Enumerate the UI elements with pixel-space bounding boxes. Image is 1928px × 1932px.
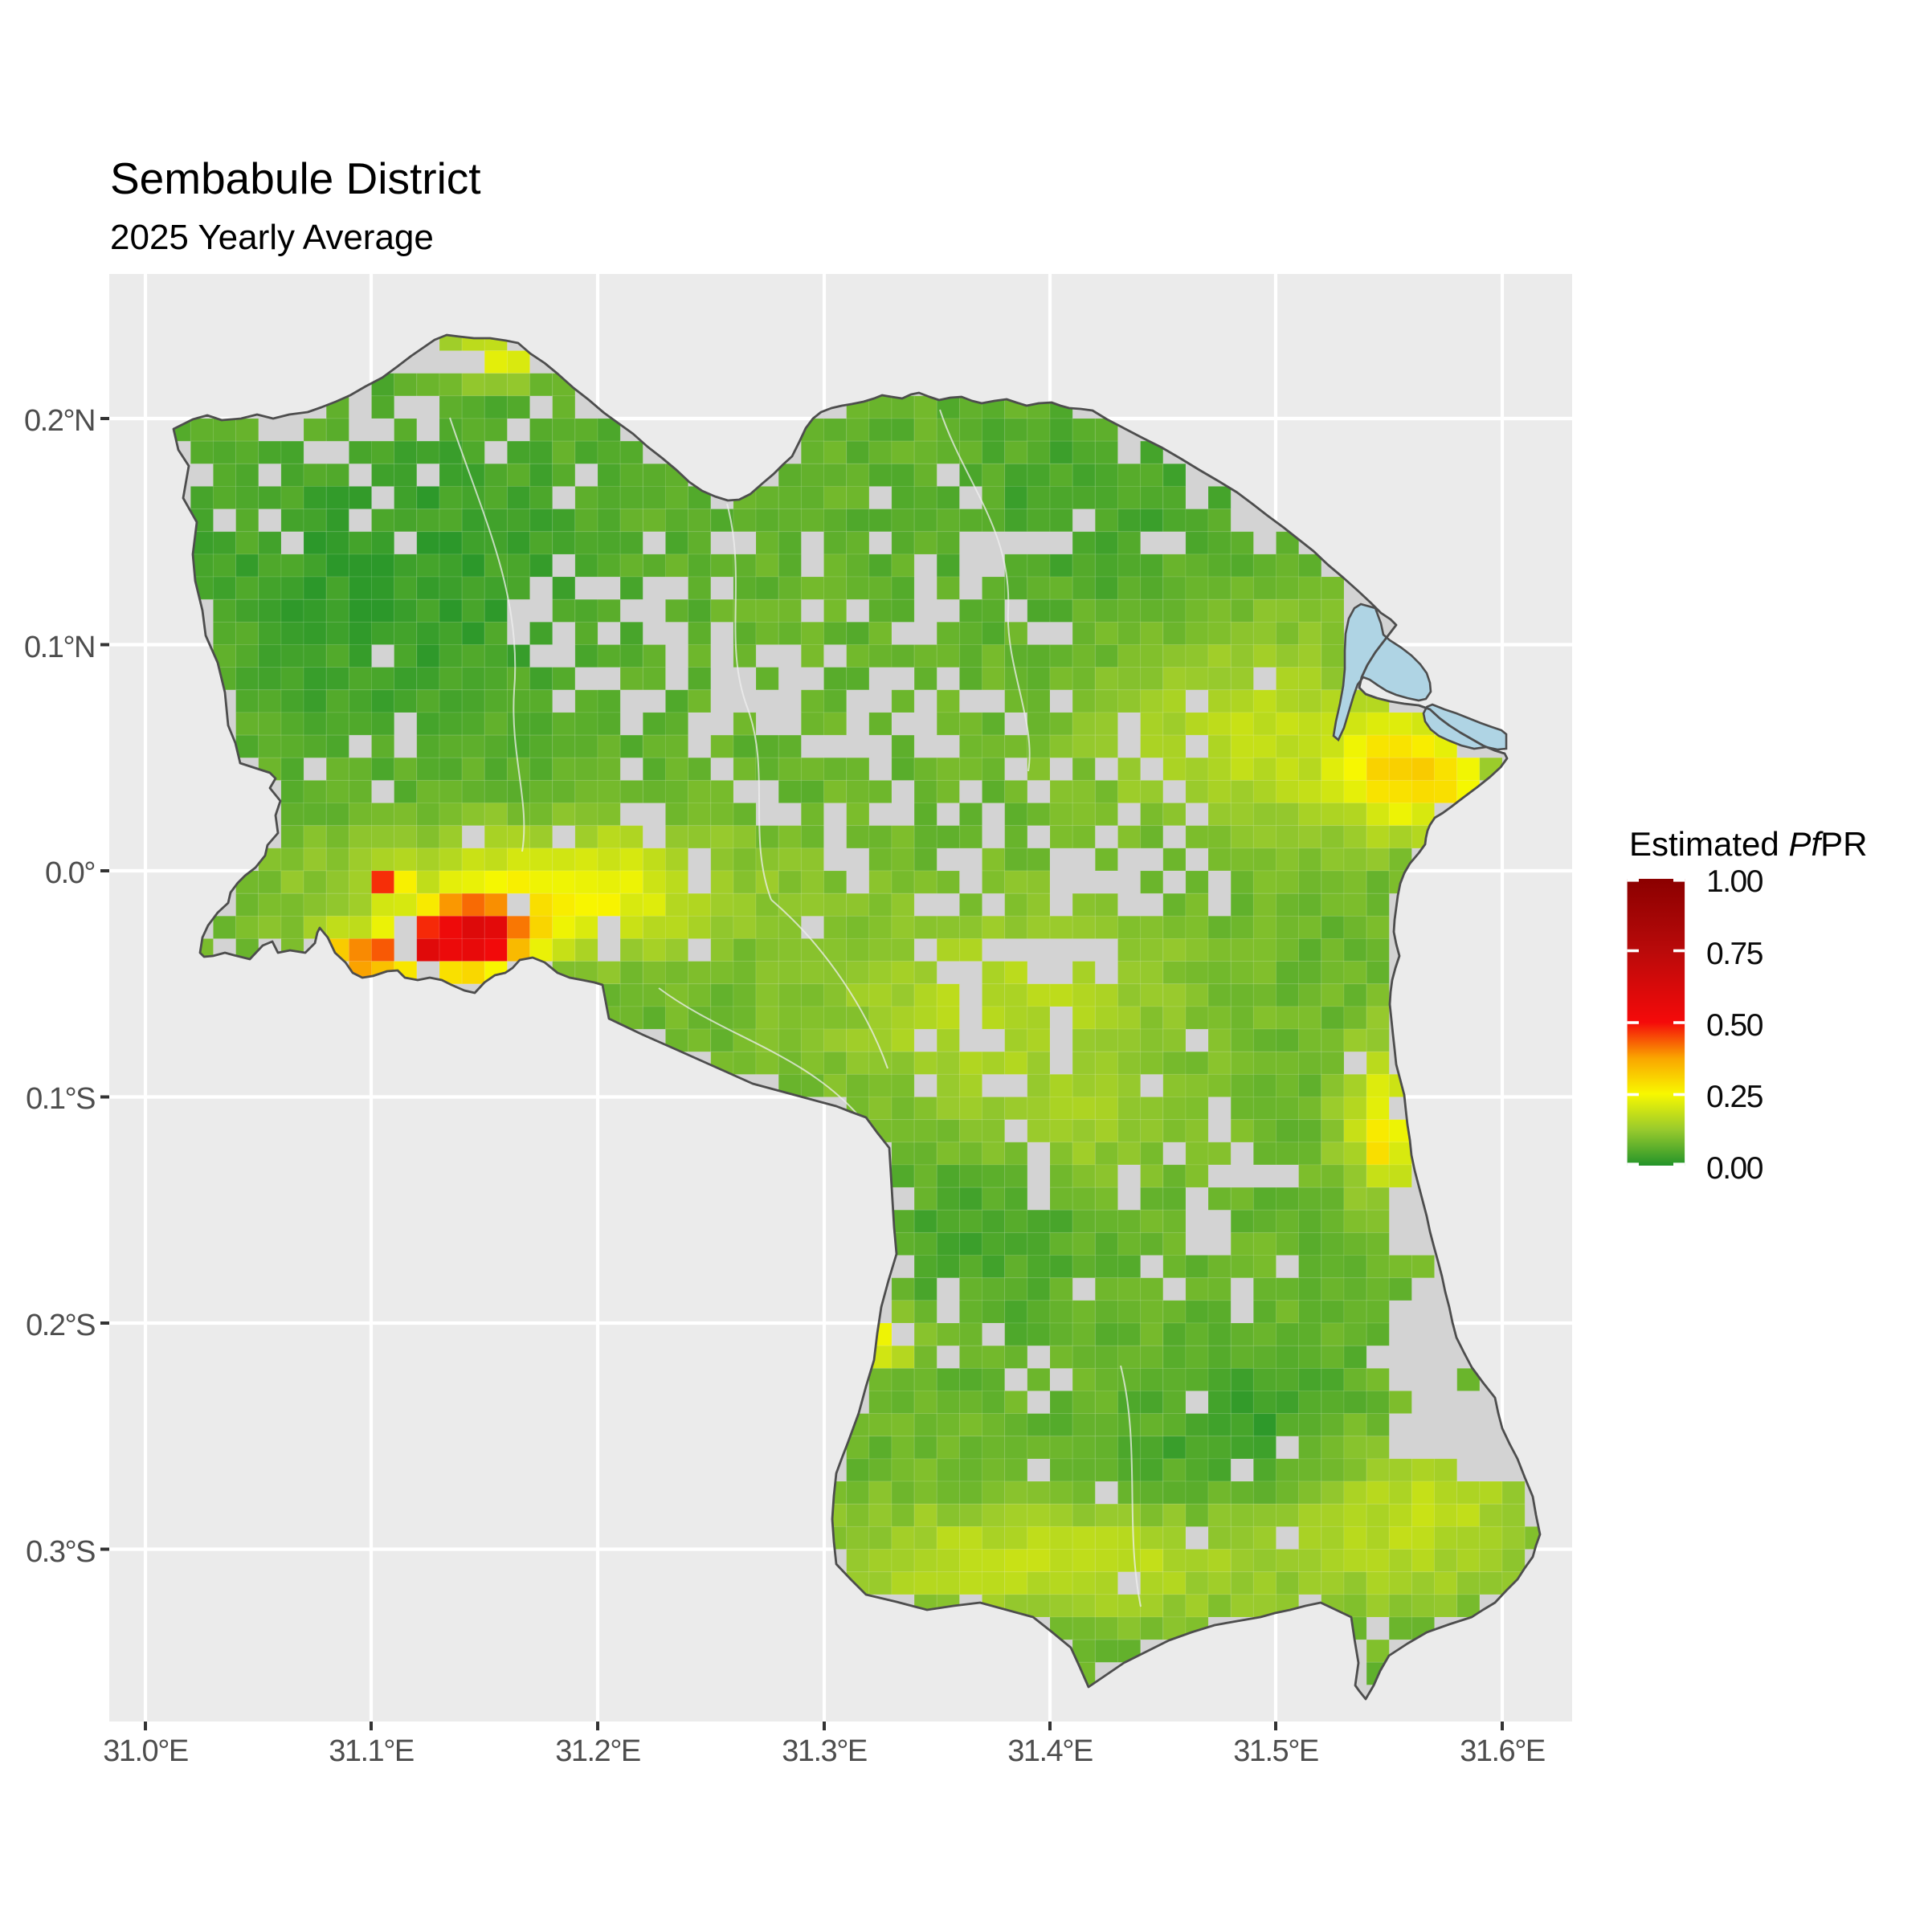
svg-text:31.6°E: 31.6°E [1460,1734,1545,1768]
svg-text:0.2°S: 0.2°S [26,1309,95,1342]
svg-text:31.1°E: 31.1°E [329,1734,414,1768]
svg-text:Sembabule District: Sembabule District [110,153,481,203]
svg-text:31.4°E: 31.4°E [1007,1734,1093,1768]
svg-text:0.75: 0.75 [1706,937,1763,971]
svg-text:0.1°N: 0.1°N [24,631,95,664]
svg-text:2025 Yearly Average: 2025 Yearly Average [110,218,434,257]
svg-text:0.00: 0.00 [1706,1151,1763,1186]
svg-text:0.3°S: 0.3°S [26,1535,95,1569]
svg-text:0.2°N: 0.2°N [24,404,95,438]
svg-text:0.50: 0.50 [1706,1008,1763,1043]
svg-text:Estimated PfPR: Estimated PfPR [1629,825,1867,863]
svg-text:1.00: 1.00 [1706,864,1763,899]
svg-text:31.0°E: 31.0°E [103,1734,188,1768]
svg-text:0.0°: 0.0° [45,856,95,890]
svg-text:0.25: 0.25 [1706,1080,1763,1114]
svg-text:31.2°E: 31.2°E [555,1734,640,1768]
svg-text:31.5°E: 31.5°E [1233,1734,1318,1768]
svg-text:31.3°E: 31.3°E [782,1734,867,1768]
svg-text:0.1°S: 0.1°S [26,1082,95,1116]
